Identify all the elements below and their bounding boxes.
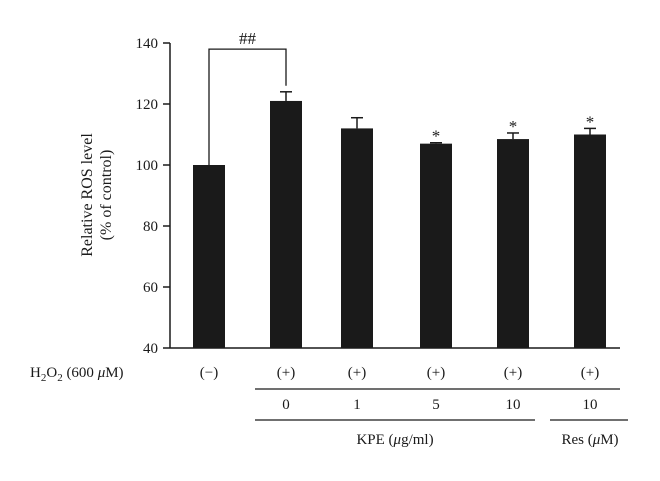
kpe-label: KPE (μg/ml): [356, 432, 433, 448]
h2o2-condition-label: (+): [348, 365, 366, 381]
y-tick-label: 40: [143, 341, 158, 357]
dose-label: 5: [432, 397, 440, 413]
y-tick-label: 140: [136, 36, 159, 52]
significance-marker: *: [432, 127, 441, 146]
significance-marker: *: [586, 112, 595, 131]
y-axis-title-line1: Relative ROS level: [79, 133, 96, 257]
h2o2-condition-label: (+): [427, 365, 445, 381]
h2o2-condition-label: (−): [200, 365, 218, 381]
significance-marker: *: [509, 117, 518, 136]
bar: [420, 143, 452, 348]
bar: [193, 165, 225, 348]
bar: [270, 100, 302, 348]
y-axis-title-line2: (% of control): [98, 150, 115, 241]
dose-label: 10: [506, 397, 521, 413]
res-label: Res (μM): [561, 432, 618, 448]
y-tick-label: 60: [143, 280, 158, 296]
y-tick-label: 120: [136, 97, 159, 113]
bar: [497, 139, 529, 348]
dose-label: 1: [353, 397, 361, 413]
dose-label: 10: [583, 397, 598, 413]
comparison-label: ##: [239, 29, 257, 48]
dose-label: 0: [282, 397, 290, 413]
y-tick-label: 100: [136, 158, 159, 174]
h2o2-condition-label: (+): [504, 365, 522, 381]
y-tick-label: 80: [143, 219, 158, 235]
h2o2-label: H2O2 (600 μM): [30, 365, 124, 384]
bar: [574, 134, 606, 348]
bar: [341, 128, 373, 348]
h2o2-condition-label: (+): [277, 365, 295, 381]
h2o2-condition-label: (+): [581, 365, 599, 381]
comparison-bracket: [208, 48, 287, 165]
